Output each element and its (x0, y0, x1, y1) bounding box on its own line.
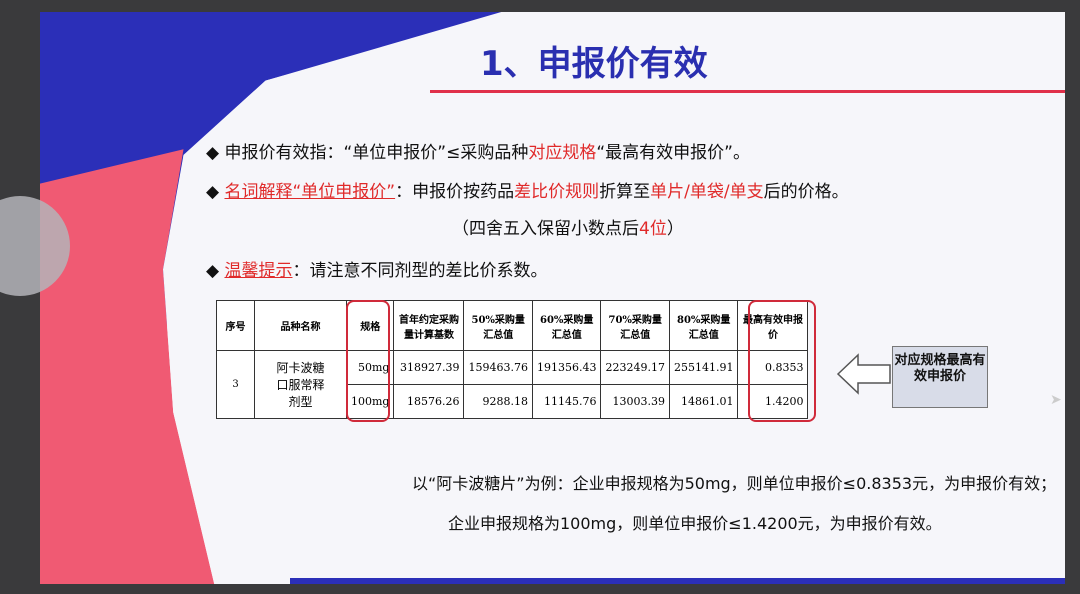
table-cell: 18576.26 (393, 384, 465, 419)
spec-column-highlight (346, 300, 390, 422)
slide: 1、申报价有效 ◆ 申报价有效指：“单位申报价”≤采购品种对应规格“最高有效申报… (40, 12, 1065, 584)
bullet-highlight: 对应规格 (528, 143, 597, 163)
bullet-highlight: 单片/单袋/单支 (650, 182, 764, 202)
bullet-text: “最高有效申报价”。 (596, 143, 750, 163)
bullet-2: ◆ 名词解释“单位申报价”：申报价按药品差比价规则折算至单片/单袋/单支后的价格… (206, 182, 849, 202)
bullet-text: 后的价格。 (763, 182, 849, 202)
table-cell: 223249.17 (600, 350, 670, 385)
slide-body (163, 12, 1065, 584)
bullet-text: ：请注意不同剂型的差比价系数。 (292, 261, 548, 281)
header-cell: 首年约定采购量计算基数 (393, 300, 465, 351)
bullet-text: 折算至 (599, 182, 651, 202)
header-cell: 50%采购量汇总值 (463, 300, 533, 351)
bullet-highlight: 名词解释“单位申报价” (224, 182, 396, 202)
table-cell: 255141.91 (668, 350, 739, 385)
title-rule (430, 90, 1065, 93)
bullet-1: ◆ 申报价有效指：“单位申报价”≤采购品种对应规格“最高有效申报价”。 (206, 143, 750, 163)
bullet-3: ◆ 温馨提示：请注意不同剂型的差比价系数。 (206, 261, 548, 281)
table-cell: 14861.01 (668, 384, 739, 419)
table-row: 3 阿卡波糖口服常释剂型 50mg 318927.39 159463.76 19… (216, 350, 809, 419)
cursor-icon: ➤ (1050, 392, 1062, 408)
header-cell: 序号 (216, 300, 255, 351)
header-cell: 品种名称 (254, 300, 347, 351)
bullet-text: 申报价有效指：“单位申报价”≤采购品种 (224, 143, 529, 163)
callout-box: 对应规格最高有效申报价 (892, 346, 988, 408)
bullet-highlight: 差比价规则 (514, 182, 600, 202)
note-highlight: 4位 (639, 219, 667, 239)
price-column-highlight (748, 300, 816, 422)
price-table: 序号 品种名称 规格 首年约定采购量计算基数 50%采购量汇总值 60%采购量汇… (216, 300, 809, 419)
header-cell: 60%采购量汇总值 (531, 300, 602, 351)
bullet-text: ：申报价按药品 (395, 182, 515, 202)
table-cell: 9288.18 (463, 384, 533, 419)
note-text: （四舍五入保留小数点后 (452, 219, 639, 239)
spec-cell: 100mg (345, 384, 395, 419)
table-cell: 318927.39 (393, 350, 465, 385)
example-line-2: 企业申报规格为100mg，则单位申报价≤1.4200元，为申报价有效。 (448, 514, 942, 533)
left-arrow-icon (836, 353, 891, 395)
header-cell: 70%采购量汇总值 (600, 300, 670, 351)
header-cell: 80%采购量汇总值 (668, 300, 739, 351)
table-cell: 11145.76 (531, 384, 602, 419)
slide-title: 1、申报价有效 (480, 44, 708, 84)
example-line-1: 以“阿卡波糖片”为例：企业申报规格为50mg，则单位申报价≤0.8353元，为申… (412, 474, 1057, 493)
bottom-bar (290, 578, 1065, 584)
spec-cell: 50mg (345, 350, 395, 385)
note-text: ） (666, 219, 684, 239)
bullet-2-note: （四舍五入保留小数点后4位） (452, 214, 684, 239)
table-cell: 159463.76 (463, 350, 533, 385)
seq-cell: 3 (216, 350, 255, 419)
table-cell: 13003.39 (600, 384, 670, 419)
table-cell: 191356.43 (531, 350, 602, 385)
bullet-highlight: 温馨提示 (224, 261, 293, 281)
name-cell: 阿卡波糖口服常释剂型 (254, 350, 347, 419)
